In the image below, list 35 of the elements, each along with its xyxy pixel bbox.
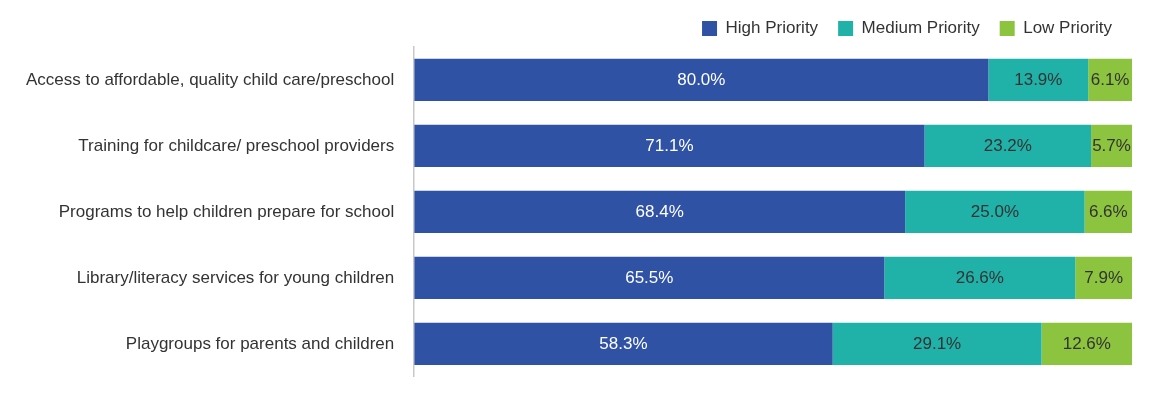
data-label: 23.2% <box>983 135 1032 155</box>
legend-label: High Priority <box>725 18 819 38</box>
data-label: 58.3% <box>599 333 648 353</box>
legend-label: Low Priority <box>1023 18 1113 38</box>
bar <box>414 58 989 102</box>
y-tick-label: Programs to help children prepare for school <box>58 201 395 221</box>
bar <box>414 322 833 365</box>
data-label: 6.1% <box>1090 69 1130 89</box>
y-tick-label: Library/literacy services for young children <box>76 267 395 287</box>
bar <box>905 190 1085 234</box>
data-label: 71.1% <box>645 135 694 155</box>
data-label: 80.0% <box>677 69 726 89</box>
data-label: 26.6% <box>955 267 1004 287</box>
data-label: 29.1% <box>913 333 962 353</box>
data-label: 13.9% <box>1014 69 1063 89</box>
data-label: 12.6% <box>1062 333 1111 353</box>
data-label: 5.7% <box>1092 135 1131 155</box>
y-tick-label: Playgroups for parents and children <box>125 333 395 353</box>
bar <box>832 322 1042 365</box>
bar <box>1075 256 1132 299</box>
data-label: 65.5% <box>625 267 674 287</box>
bar <box>414 190 906 234</box>
data-label: 6.6% <box>1088 201 1128 221</box>
bar <box>414 256 885 299</box>
y-tick-label: Access to affordable, quality child care/preschool <box>25 69 395 89</box>
legend-label: Medium Priority <box>861 18 981 38</box>
bar <box>988 58 1089 102</box>
y-tick-label: Training for childcare/ preschool providers <box>78 135 395 155</box>
bar <box>1041 322 1132 365</box>
bar <box>884 256 1076 299</box>
bar <box>414 124 925 168</box>
data-label: 25.0% <box>970 201 1020 221</box>
bar <box>924 124 1092 168</box>
data-label: 68.4% <box>635 201 684 221</box>
data-label: 7.9% <box>1084 267 1124 287</box>
